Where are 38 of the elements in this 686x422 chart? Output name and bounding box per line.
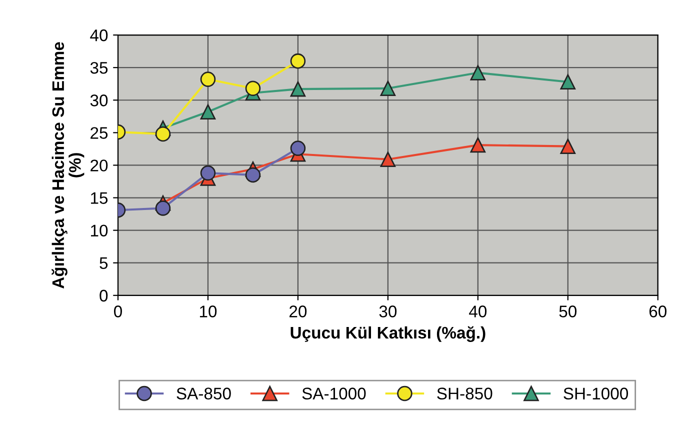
legend-label: SA-1000: [302, 388, 366, 400]
x-tick-label: 0: [114, 306, 122, 318]
point: [290, 140, 306, 156]
point: [155, 200, 171, 216]
x-axis-title: Uçucu Kül Katkısı (%ağ.): [290, 326, 486, 342]
x-tick-label: 40: [469, 306, 487, 318]
point: [155, 126, 171, 142]
y-tick-label: 20: [90, 160, 108, 172]
point: [200, 72, 216, 87]
legend-label: SA-850: [176, 388, 231, 400]
y-tick-label: 40: [90, 29, 108, 42]
y-tick-label: 0: [100, 290, 108, 302]
point: [200, 104, 216, 120]
x-tick-label: 10: [200, 306, 217, 318]
legend-label: SH-850: [437, 388, 492, 400]
y-tick-label: 5: [100, 257, 108, 270]
point: [290, 53, 306, 69]
x-tick-label: 30: [379, 306, 397, 318]
point: [245, 167, 261, 183]
x-tick-label: 20: [290, 306, 307, 318]
point: [380, 152, 396, 167]
y-tick-label: 15: [91, 192, 108, 204]
y-tick-label: 10: [91, 224, 108, 237]
x-tick-label: 50: [559, 306, 577, 318]
point: [470, 65, 486, 80]
point: [560, 74, 576, 90]
point: [560, 138, 576, 154]
point: [245, 80, 261, 96]
y-tick-label: 35: [90, 62, 108, 74]
point: [290, 81, 306, 97]
y-tick-label: 30: [90, 94, 108, 106]
legend-label: SH-1000: [564, 388, 628, 400]
point: [380, 80, 396, 96]
point: [200, 165, 216, 181]
y-tick-label: 25: [90, 127, 108, 139]
y-axis-title: Ağırlıkça ve Hacimce Su Emme (%): [52, 42, 84, 288]
x-tick-label: 60: [649, 306, 666, 318]
point: [470, 137, 486, 153]
